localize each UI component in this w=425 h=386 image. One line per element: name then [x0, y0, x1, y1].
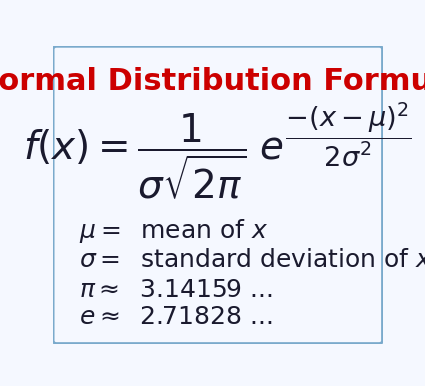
Text: Normal Distribution Formula: Normal Distribution Formula: [0, 67, 425, 96]
FancyBboxPatch shape: [53, 46, 382, 344]
Text: $e \approx\;$ 2.71828 ...: $e \approx\;$ 2.71828 ...: [79, 305, 273, 329]
Text: $f(x) = \dfrac{1}{\sigma\sqrt{2\pi}}\; e^{\dfrac{-(x-\mu)^2}{2\sigma^2}}$: $f(x) = \dfrac{1}{\sigma\sqrt{2\pi}}\; e…: [23, 101, 412, 202]
Text: $\mu =\;$ mean of $x$: $\mu =\;$ mean of $x$: [79, 217, 269, 245]
Text: $\pi \approx\;$ 3.14159 ...: $\pi \approx\;$ 3.14159 ...: [79, 278, 273, 302]
Text: $\sigma =\;$ standard deviation of $x$: $\sigma =\;$ standard deviation of $x$: [79, 248, 425, 272]
